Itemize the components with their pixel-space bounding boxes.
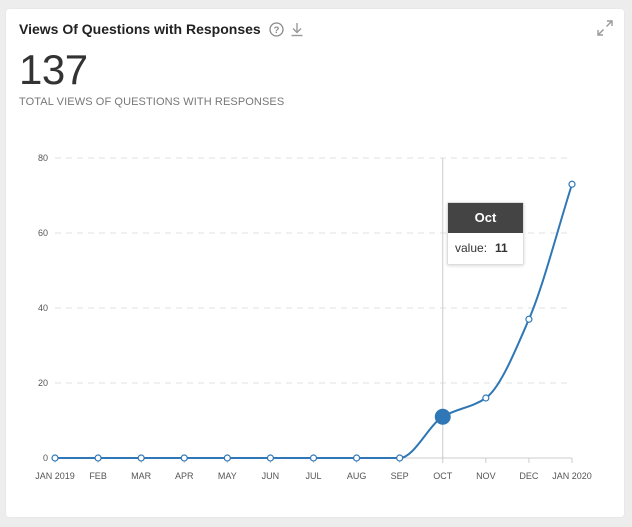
total-value: 137: [19, 46, 88, 93]
x-tick-label: AUG: [347, 471, 367, 481]
total-label: TOTAL VIEWS OF QUESTIONS WITH RESPONSES: [19, 96, 285, 108]
data-point: [568, 180, 576, 188]
data-point: [396, 454, 404, 462]
data-point: [482, 394, 490, 402]
data-point: [180, 454, 188, 462]
x-tick-label: JUN: [262, 471, 280, 481]
x-tick-label: MAY: [218, 471, 237, 481]
y-tick-label: 60: [38, 228, 48, 238]
x-tick-label: JAN 2019: [35, 471, 75, 481]
x-tick-label: APR: [175, 471, 194, 481]
x-tick-label: JAN 2020: [552, 471, 592, 481]
widget-title: Views Of Questions with Responses: [19, 21, 261, 37]
download-icon[interactable]: [290, 22, 304, 37]
x-tick-label: SEP: [391, 471, 409, 481]
series-layer: [51, 180, 576, 462]
x-tick-label: MAR: [131, 471, 152, 481]
widget-header: Views Of Questions with Responses ?: [19, 20, 304, 38]
y-tick-label: 0: [43, 453, 48, 463]
x-tick-label: JUL: [305, 471, 321, 481]
data-point-highlighted: [434, 408, 451, 425]
axis-layer: 0 20 40 60 80 JAN 2019 FEB MAR APR MAY JUN JUL AUG SE…: [35, 153, 592, 481]
data-point: [309, 454, 318, 462]
expand-icon[interactable]: [597, 20, 613, 36]
data-point: [51, 454, 59, 462]
help-icon[interactable]: ?: [269, 21, 284, 37]
x-tick-label: NOV: [476, 471, 496, 481]
data-point: [137, 454, 145, 462]
data-point: [352, 454, 361, 462]
x-tick-label: DEC: [519, 471, 539, 481]
y-tick-label: 80: [38, 153, 48, 163]
data-point: [223, 454, 231, 462]
data-point: [266, 454, 275, 462]
x-tick-label: FEB: [89, 471, 107, 481]
y-tick-label: 20: [38, 378, 48, 388]
data-point: [94, 454, 102, 462]
chart-tooltip: Oct value: 11: [447, 202, 524, 265]
tooltip-body: value: 11: [448, 233, 523, 264]
svg-text:?: ?: [273, 25, 279, 36]
x-tick-label: OCT: [433, 471, 453, 481]
data-point: [525, 315, 533, 323]
y-tick-label: 40: [38, 303, 48, 313]
tooltip-value: 11: [495, 241, 508, 255]
tooltip-month: Oct: [448, 203, 523, 233]
tooltip-value-label: value:: [455, 241, 488, 255]
